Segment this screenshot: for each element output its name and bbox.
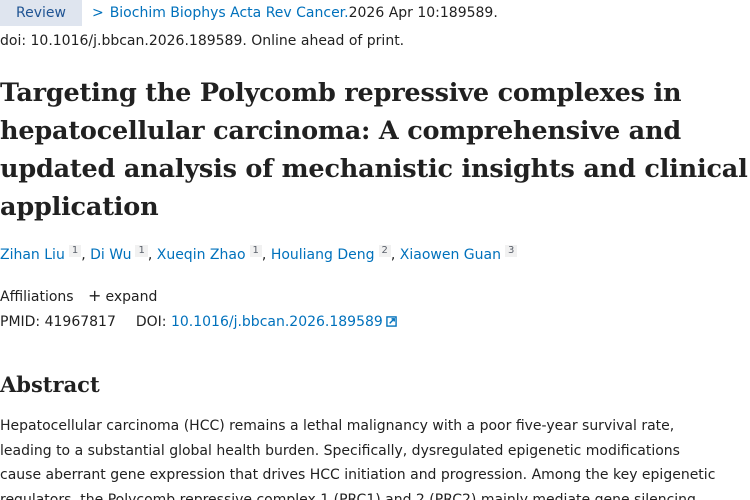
affiliation-number[interactable]: 2 [378, 245, 391, 257]
author-separator: , [81, 247, 91, 263]
pmid: PMID: 41967817 [0, 314, 116, 330]
doi-label: DOI: [135, 314, 171, 330]
author-separator: , [261, 247, 271, 263]
affiliations-label: Affiliations [0, 289, 74, 305]
affiliation-number[interactable]: 3 [504, 245, 518, 257]
plus-icon: + [88, 286, 102, 305]
article-title: Targeting the Polycomb repressive comple… [0, 78, 748, 222]
doi-value: 10.1016/j.bbcan.2026.189589 [170, 314, 383, 330]
author-separator: , [147, 247, 157, 263]
abstract-heading: Abstract [0, 372, 100, 397]
external-link-icon [386, 316, 397, 327]
abstract-line: Hepatocellular carcinoma (HCC) remains a… [0, 418, 675, 434]
abstract-line: leading to a substantial global health b… [0, 442, 680, 459]
author-link[interactable]: Di Wu [90, 247, 132, 263]
abstract-body: Hepatocellular carcinoma (HCC) remains a… [0, 414, 750, 500]
author-link[interactable]: Xueqin Zhao [156, 247, 246, 263]
affiliation-number[interactable]: 1 [68, 245, 82, 257]
publication-date: 2026 Apr 10:189589. [348, 5, 498, 21]
affiliation-number[interactable]: 1 [135, 245, 148, 257]
abstract-line: regulators, the Polycomb repressive comp… [0, 491, 696, 500]
doi-line: doi: 10.1016/j.bbcan.2026.189589. Online… [0, 33, 405, 49]
author-link[interactable]: Houliang Deng [270, 247, 375, 263]
author-link[interactable]: Zihan Liu [0, 247, 65, 263]
affiliations-row: Affiliations + expand [0, 286, 157, 305]
citation-row: Review > Biochim Biophys Acta Rev Cancer… [0, 0, 498, 26]
author-link[interactable]: Xiaowen Guan [399, 247, 501, 263]
review-badge: Review [0, 0, 82, 26]
abstract-line: cause aberrant gene expression that driv… [0, 467, 716, 483]
expand-label: expand [105, 289, 158, 305]
author-separator: , [390, 247, 400, 263]
identifiers-row: PMID: 41967817 DOI: 10.1016/j.bbcan.2026.… [0, 314, 397, 330]
chevron-right-icon: > [91, 5, 104, 21]
affiliation-number[interactable]: 1 [249, 245, 262, 257]
expand-affiliations-button[interactable]: + expand [88, 286, 158, 305]
journal-link[interactable]: Biochim Biophys Acta Rev Cancer. [109, 5, 349, 21]
doi-link[interactable]: 10.1016/j.bbcan.2026.189589 [171, 314, 397, 330]
author-list: Zihan Liu 1, Di Wu 1, Xueqin Zhao 1, Houlia… [0, 245, 518, 263]
